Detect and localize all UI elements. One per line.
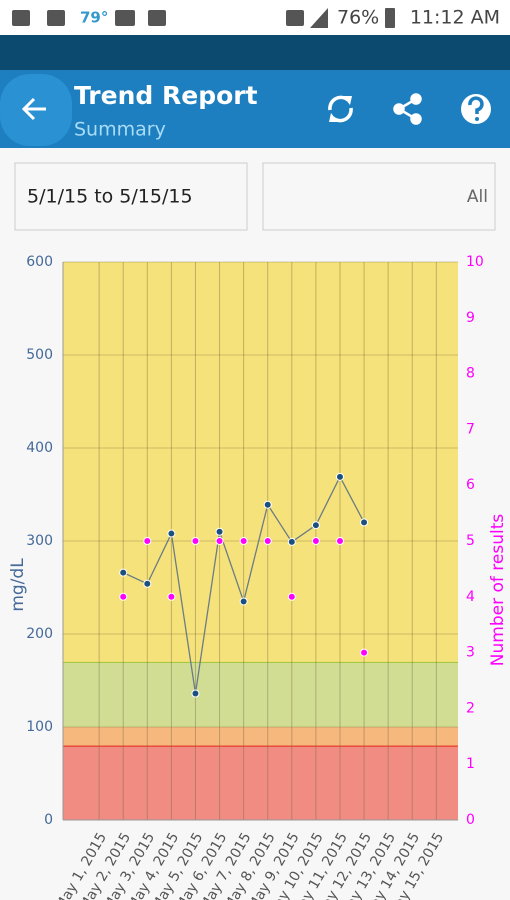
date-range-box[interactable]: [14, 162, 248, 231]
y2-tick-label: 1: [466, 756, 475, 772]
sync-icon[interactable]: [328, 95, 353, 123]
data-point: [215, 537, 224, 545]
data-point: [335, 537, 344, 545]
data-point: [287, 592, 296, 601]
data-point: [263, 537, 272, 545]
y2-tick-label: 8: [466, 366, 475, 382]
app-subtitle: Summary: [74, 119, 166, 141]
data-point: [287, 537, 296, 546]
data-point: [215, 527, 224, 536]
status-icons: [12, 8, 395, 28]
app-bar: [0, 70, 510, 148]
data-point: [239, 597, 248, 606]
data-point: [191, 689, 200, 698]
app-title: Trend Report: [74, 81, 258, 110]
range-band: [63, 661, 458, 727]
date-range: 5/1/15 to 5/15/15: [27, 186, 193, 208]
category: All: [467, 187, 488, 207]
data-point: [263, 500, 272, 509]
y2-tick-label: 9: [466, 310, 475, 326]
data-point: [167, 529, 176, 538]
y-tick-label: 400: [26, 440, 53, 456]
data-point: [119, 592, 128, 601]
help-icon[interactable]: [461, 94, 491, 124]
range-band: [63, 745, 458, 820]
y2-axis-label: Number of results: [488, 514, 508, 667]
data-point: [360, 518, 369, 527]
y2-tick-label: 10: [466, 254, 484, 270]
y2-tick-label: 7: [466, 421, 475, 437]
data-point: [143, 537, 152, 545]
status-battery: 76%: [337, 7, 379, 29]
status-time: 11:12 AM: [410, 7, 500, 29]
y-tick-label: 500: [26, 347, 53, 363]
data-point: [143, 579, 152, 588]
y-tick-label: 100: [26, 719, 53, 735]
range-band: [63, 727, 458, 746]
status-temperature: 79°: [80, 9, 108, 27]
y2-tick-label: 4: [466, 589, 475, 605]
data-point: [167, 592, 176, 601]
y-tick-label: 0: [44, 812, 53, 828]
back-arrow: [21, 97, 46, 121]
y2-tick-label: 6: [466, 477, 475, 493]
data-point: [360, 648, 369, 657]
y-axis-label: mg/dL: [8, 558, 28, 612]
y-tick-label: 600: [26, 254, 53, 270]
share-icon[interactable]: [393, 93, 422, 125]
data-point: [239, 537, 248, 545]
y-tick-label: 200: [26, 626, 53, 642]
data-point: [119, 568, 128, 577]
data-point: [335, 472, 344, 481]
range-band: [63, 262, 458, 662]
data-point: [191, 537, 200, 545]
data-point: [311, 521, 320, 530]
data-point: [311, 537, 320, 545]
y2-tick-label: 0: [466, 812, 475, 828]
status-bar: [0, 0, 510, 35]
y2-tick-label: 2: [466, 700, 475, 716]
top-band: [0, 35, 510, 70]
y-tick-label: 300: [26, 533, 53, 549]
category-box[interactable]: [262, 162, 496, 231]
y2-tick-label: 5: [466, 533, 475, 549]
y2-tick-label: 3: [466, 645, 475, 661]
